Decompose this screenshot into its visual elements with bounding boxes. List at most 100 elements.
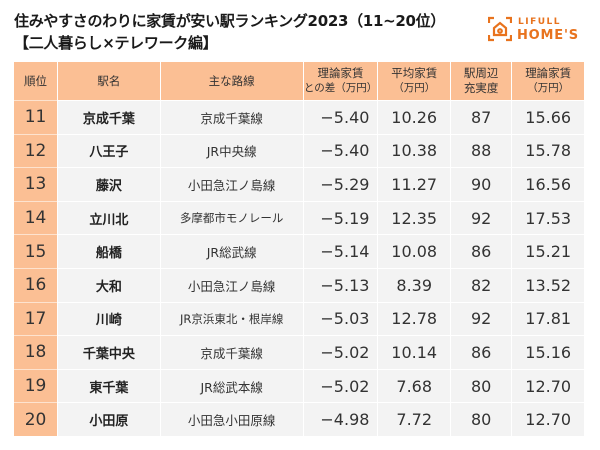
theory-rent-cell: 15.16	[511, 335, 585, 370]
avg-rent-cell: 10.14	[377, 335, 451, 370]
avg-rent-cell: 10.26	[377, 100, 451, 135]
header-amen-l1: 駅周辺	[463, 66, 499, 80]
table-row: 17 川崎 JR京浜東北・根岸線 −5.03 12.78 92 17.81	[14, 301, 585, 336]
diff-cell: −5.19	[303, 200, 379, 235]
line-cell: JR中央線	[160, 133, 304, 168]
line-cell: 小田急江ノ島線	[160, 267, 304, 303]
station-cell: 京成千葉	[57, 100, 161, 135]
diff-cell: −5.03	[303, 301, 379, 336]
amenity-cell: 88	[450, 133, 513, 168]
header-diff: 理論家賃 との差（万円）	[303, 62, 379, 101]
diff-cell: −5.29	[303, 167, 379, 202]
line-cell: 小田急小田原線	[160, 402, 304, 436]
station-cell: 船橋	[57, 234, 161, 269]
avg-rent-cell: 7.68	[377, 368, 451, 403]
diff-cell: −4.98	[303, 402, 379, 436]
rank-cell: 12	[14, 133, 59, 168]
table-row: 15 船橋 JR総武線 −5.14 10.08 86 15.21	[14, 234, 585, 269]
house-frame-icon	[488, 16, 512, 42]
avg-rent-cell: 10.08	[377, 234, 451, 269]
station-cell: 八王子	[57, 133, 161, 168]
table-header-row: 順位 駅名 主な路線 理論家賃 との差（万円） 平均家賃 （万円） 駅周辺 充実…	[14, 62, 585, 101]
amenity-cell: 80	[450, 368, 513, 403]
rank-cell: 20	[14, 402, 59, 436]
line-cell: JR京浜東北・根岸線	[160, 301, 304, 336]
theory-rent-cell: 15.78	[511, 133, 585, 168]
lifull-homes-logo: LIFULL HOME'S	[488, 14, 598, 48]
station-cell: 大和	[57, 267, 161, 303]
header-diff-l2: との差（万円）	[303, 82, 378, 94]
line-cell: 京成千葉線	[160, 100, 304, 135]
theory-rent-cell: 13.52	[511, 267, 585, 303]
theory-rent-cell: 15.21	[511, 234, 585, 269]
header-line: 主な路線	[160, 62, 304, 101]
logo-text-bottom: HOME'S	[517, 28, 579, 43]
station-cell: 川崎	[57, 301, 161, 336]
amenity-cell: 87	[450, 100, 513, 135]
station-cell: 立川北	[57, 200, 161, 235]
table-row: 20 小田原 小田急小田原線 −4.98 7.72 80 12.70	[14, 402, 585, 436]
header-station: 駅名	[57, 62, 161, 101]
header-theory-rent: 理論家賃 （万円）	[511, 62, 585, 101]
theory-rent-cell: 16.56	[511, 167, 585, 202]
station-cell: 藤沢	[57, 167, 161, 202]
line-cell: 京成千葉線	[160, 335, 304, 370]
logo-text-top: LIFULL	[518, 17, 562, 27]
theory-rent-cell: 15.66	[511, 100, 585, 135]
theory-rent-cell: 17.53	[511, 200, 585, 235]
line-cell: 小田急江ノ島線	[160, 167, 304, 202]
rank-cell: 15	[14, 234, 59, 269]
line-cell: 多摩都市モノレール	[160, 200, 304, 235]
page-title: 住みやすさのわりに家賃が安い駅ランキング2023（11~20位） 【二人暮らし×…	[14, 10, 445, 54]
rank-cell: 14	[14, 200, 59, 235]
ranking-table: 順位 駅名 主な路線 理論家賃 との差（万円） 平均家賃 （万円） 駅周辺 充実…	[14, 62, 585, 436]
avg-rent-cell: 10.38	[377, 133, 451, 168]
title-line-2: 【二人暮らし×テレワーク編】	[14, 34, 218, 52]
rank-cell: 11	[14, 100, 59, 135]
rank-cell: 19	[14, 368, 59, 403]
table-row: 19 東千葉 JR総武本線 −5.02 7.68 80 12.70	[14, 368, 585, 403]
avg-rent-cell: 11.27	[377, 167, 451, 202]
avg-rent-cell: 12.35	[377, 200, 451, 235]
theory-rent-cell: 17.81	[511, 301, 585, 336]
table-row: 14 立川北 多摩都市モノレール −5.19 12.35 92 17.53	[14, 200, 585, 235]
header-theory-l1: 理論家賃	[525, 66, 572, 80]
rank-cell: 18	[14, 335, 59, 370]
rank-cell: 16	[14, 267, 59, 303]
header-diff-l1: 理論家賃	[317, 66, 364, 80]
table-row: 18 千葉中央 京成千葉線 −5.02 10.14 86 15.16	[14, 335, 585, 370]
header-amen-l2: 充実度	[463, 81, 499, 95]
station-cell: 小田原	[57, 402, 161, 436]
theory-rent-cell: 12.70	[511, 402, 585, 436]
header-avg-l1: 平均家賃	[391, 66, 438, 80]
header-theory-l2: （万円）	[527, 82, 570, 94]
header-avg-l2: （万円）	[393, 82, 436, 94]
avg-rent-cell: 7.72	[377, 402, 451, 436]
amenity-cell: 82	[450, 267, 513, 303]
table-row: 11 京成千葉 京成千葉線 −5.40 10.26 87 15.66	[14, 100, 585, 135]
station-cell: 千葉中央	[57, 335, 161, 370]
table-row: 16 大和 小田急江ノ島線 −5.13 8.39 82 13.52	[14, 267, 585, 303]
line-cell: JR総武本線	[160, 368, 304, 403]
line-cell: JR総武線	[160, 234, 304, 269]
table-row: 13 藤沢 小田急江ノ島線 −5.29 11.27 90 16.56	[14, 167, 585, 202]
station-cell: 東千葉	[57, 368, 161, 403]
theory-rent-cell: 12.70	[511, 368, 585, 403]
amenity-cell: 86	[450, 335, 513, 370]
amenity-cell: 92	[450, 301, 513, 336]
amenity-cell: 80	[450, 402, 513, 436]
amenity-cell: 92	[450, 200, 513, 235]
diff-cell: −5.13	[303, 267, 379, 303]
amenity-cell: 86	[450, 234, 513, 269]
diff-cell: −5.40	[303, 133, 379, 168]
header-amenity: 駅周辺 充実度	[450, 62, 513, 101]
rank-cell: 17	[14, 301, 59, 336]
header-avg-rent: 平均家賃 （万円）	[377, 62, 451, 101]
diff-cell: −5.02	[303, 335, 379, 370]
avg-rent-cell: 12.78	[377, 301, 451, 336]
amenity-cell: 90	[450, 167, 513, 202]
table-row: 12 八王子 JR中央線 −5.40 10.38 88 15.78	[14, 133, 585, 168]
diff-cell: −5.40	[303, 100, 379, 135]
header-rank: 順位	[14, 62, 59, 101]
avg-rent-cell: 8.39	[377, 267, 451, 303]
